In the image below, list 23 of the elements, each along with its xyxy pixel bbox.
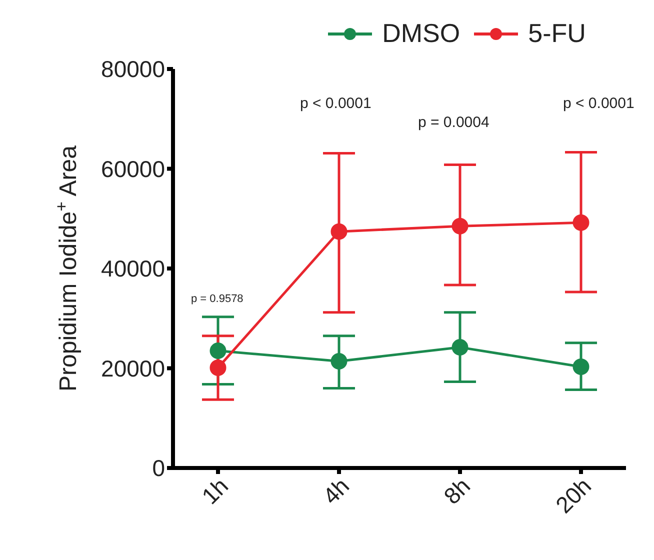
point [572, 214, 590, 231]
legend-label: 5-FU [528, 18, 586, 49]
annotation: p = 0.0004 [418, 114, 490, 132]
point [452, 218, 468, 234]
y-tick-label: 20000 [101, 355, 165, 382]
point [330, 223, 348, 240]
annotation: p < 0.0001 [300, 95, 372, 112]
x-tick-label: 1h [196, 472, 234, 510]
point [210, 342, 226, 360]
annotation: p < 0.0001 [563, 95, 634, 112]
annotation: p = 0.9578 [191, 293, 244, 306]
x-tick-label: 4h [318, 472, 354, 510]
y-tick-label: 80000 [101, 56, 165, 82]
point [210, 360, 226, 376]
point [330, 353, 348, 370]
x-tick-label: 20h [550, 472, 596, 518]
legend-label: DMSO [382, 18, 460, 49]
x-tick-label: 8h [438, 472, 476, 510]
y-tick-label: 0 [152, 455, 165, 482]
point [572, 358, 590, 376]
y-tick-label: 40000 [101, 256, 165, 282]
y-tick-label: 60000 [101, 156, 165, 182]
point [452, 339, 468, 356]
